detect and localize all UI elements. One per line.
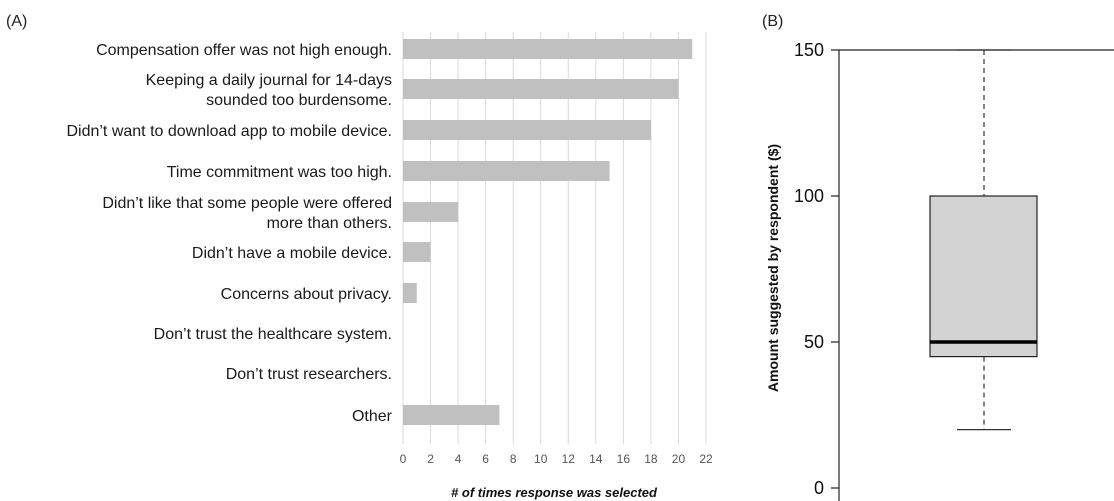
category-label: sounded too burdensome.	[206, 92, 392, 109]
category-label: Didn’t like that some people were offere…	[102, 195, 392, 212]
x-tick-label: 18	[644, 452, 658, 466]
panel-b-y-axis-title: Amount suggested by respondent ($)	[765, 144, 781, 392]
y-tick-label: 150	[794, 40, 824, 60]
panel-a-x-axis-title: # of times response was selected	[451, 485, 658, 500]
panel-a-bar-chart: (A) Compensation offer was not high enou…	[6, 13, 713, 500]
bar	[403, 161, 610, 181]
panel-b-box-plot: (B) Amount suggested by respondent ($) 0…	[762, 13, 1114, 501]
panel-a-bars	[403, 39, 693, 425]
bar	[403, 120, 651, 140]
bar	[403, 202, 459, 222]
x-tick-label: 14	[589, 452, 603, 466]
category-label: Time commitment was too high.	[167, 164, 392, 181]
y-tick-label: 0	[814, 478, 824, 498]
category-label: Didn’t have a mobile device.	[192, 245, 392, 262]
panel-a-gridlines	[402, 32, 707, 444]
panel-a-x-ticks: 0 2 4 6 8 10 12 14 16 18 20 22	[400, 452, 713, 466]
panel-b-label: (B)	[762, 13, 783, 30]
category-label: more than others.	[267, 215, 392, 232]
bar	[403, 242, 431, 262]
x-tick-label: 4	[455, 452, 462, 466]
category-label: Don’t trust the healthcare system.	[154, 326, 392, 343]
bar	[403, 39, 693, 59]
x-tick-label: 16	[617, 452, 631, 466]
category-label: Keeping a daily journal for 14-days	[146, 72, 392, 89]
x-tick-label: 6	[482, 452, 489, 466]
bar	[403, 405, 500, 425]
category-label: Concerns about privacy.	[221, 286, 392, 303]
iqr-box	[929, 195, 1038, 358]
y-tick-label: 100	[794, 186, 824, 206]
x-tick-label: 2	[427, 452, 434, 466]
x-tick-label: 8	[510, 452, 517, 466]
bar	[403, 283, 417, 303]
category-label: Other	[352, 408, 393, 425]
x-tick-label: 20	[672, 452, 686, 466]
category-label: Don’t trust researchers.	[226, 366, 392, 383]
x-tick-label: 10	[534, 452, 548, 466]
bar	[403, 79, 679, 99]
x-tick-label: 12	[562, 452, 576, 466]
panel-a-category-labels: Compensation offer was not high enough. K…	[66, 42, 392, 425]
x-tick-label: 0	[400, 452, 407, 466]
category-label: Didn’t want to download app to mobile de…	[66, 123, 392, 140]
panel-b-box	[929, 49, 1038, 431]
y-tick-label: 50	[804, 332, 824, 352]
panel-a-label: (A)	[6, 13, 27, 30]
x-tick-label: 22	[699, 452, 713, 466]
category-label: Compensation offer was not high enough.	[96, 42, 392, 59]
